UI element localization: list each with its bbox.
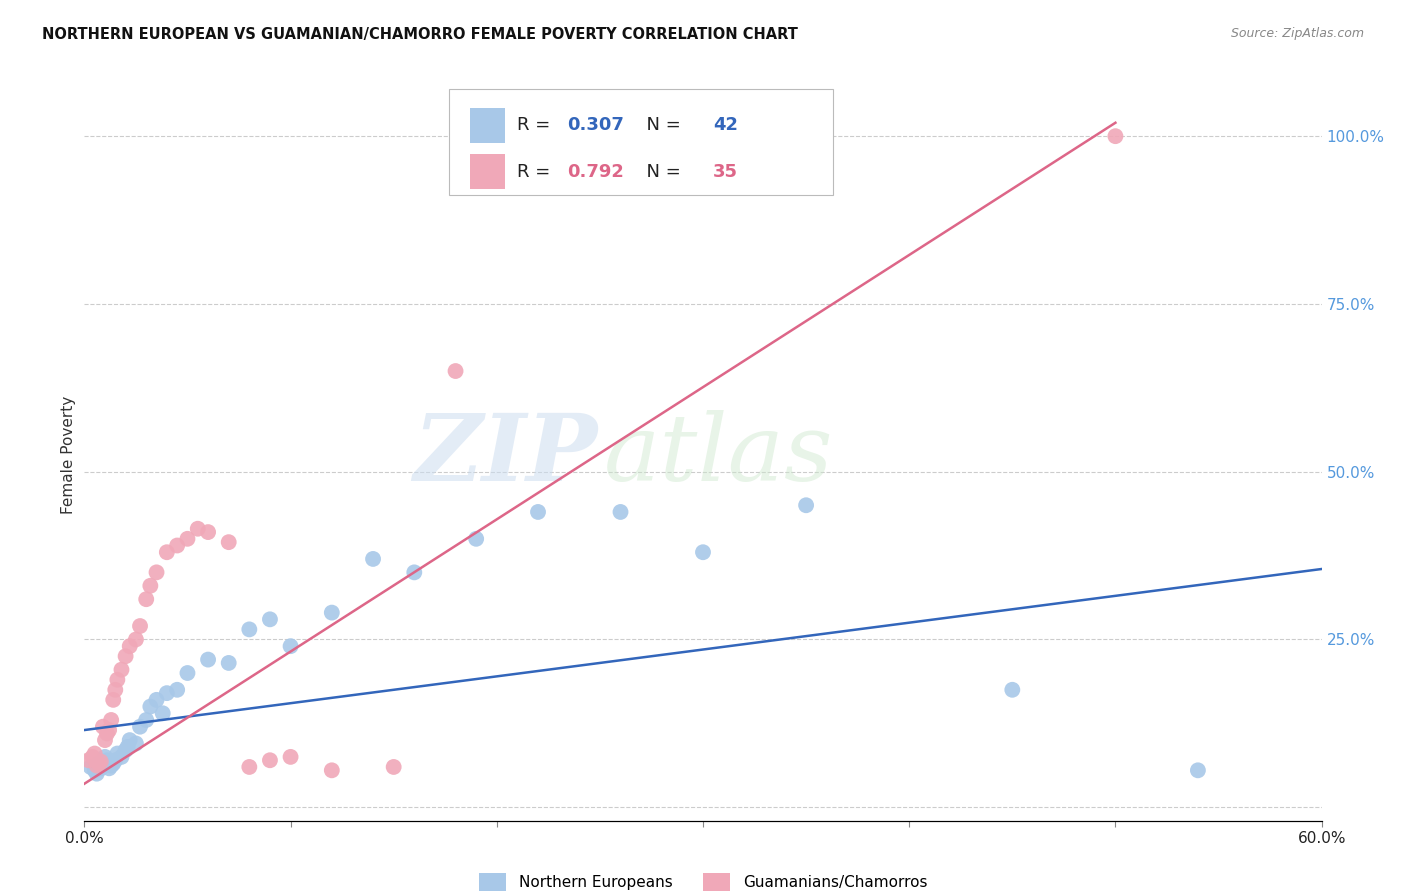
- Point: [103, 756, 125, 771]
- Point: [98, 761, 121, 775]
- Point: [94, 750, 117, 764]
- Point: [114, 743, 136, 757]
- Point: [1104, 129, 1126, 144]
- Point: [465, 532, 488, 546]
- Legend: Northern Europeans, Guamanians/Chamorros: Northern Europeans, Guamanians/Chamorros: [472, 867, 934, 892]
- Point: [692, 545, 714, 559]
- Text: 0.792: 0.792: [567, 163, 624, 181]
- Point: [86, 758, 108, 772]
- Y-axis label: Female Poverty: Female Poverty: [60, 396, 76, 514]
- Point: [90, 761, 112, 775]
- Point: [86, 766, 108, 780]
- Point: [139, 579, 162, 593]
- Text: R =: R =: [517, 117, 557, 135]
- Point: [83, 747, 105, 761]
- Text: N =: N =: [636, 117, 686, 135]
- Point: [361, 552, 384, 566]
- Point: [238, 760, 260, 774]
- Point: [96, 753, 118, 767]
- Point: [94, 755, 117, 769]
- Point: [105, 747, 128, 761]
- Text: NORTHERN EUROPEAN VS GUAMANIAN/CHAMORRO FEMALE POVERTY CORRELATION CHART: NORTHERN EUROPEAN VS GUAMANIAN/CHAMORRO …: [42, 27, 799, 42]
- Text: R =: R =: [517, 163, 557, 181]
- Point: [1187, 764, 1209, 778]
- Point: [129, 619, 152, 633]
- Point: [98, 723, 121, 737]
- Point: [156, 545, 179, 559]
- FancyBboxPatch shape: [450, 89, 832, 195]
- Bar: [471, 154, 505, 189]
- Point: [83, 764, 105, 778]
- Point: [125, 632, 148, 647]
- Point: [176, 665, 198, 680]
- Point: [90, 755, 112, 769]
- Point: [145, 566, 167, 580]
- Point: [404, 566, 426, 580]
- Point: [794, 498, 817, 512]
- Point: [145, 693, 167, 707]
- Point: [135, 592, 157, 607]
- Point: [259, 612, 281, 626]
- Point: [110, 663, 132, 677]
- Point: [87, 756, 110, 771]
- Point: [105, 673, 128, 687]
- Point: [280, 750, 302, 764]
- Point: [100, 713, 122, 727]
- Point: [129, 720, 152, 734]
- Point: [218, 535, 240, 549]
- Point: [91, 758, 114, 772]
- Point: [382, 760, 405, 774]
- Text: 0.307: 0.307: [567, 117, 624, 135]
- Point: [166, 682, 188, 697]
- Point: [82, 750, 104, 764]
- Point: [197, 652, 219, 666]
- Point: [79, 760, 101, 774]
- Point: [117, 739, 139, 754]
- Point: [197, 525, 219, 540]
- Point: [91, 720, 114, 734]
- Point: [187, 522, 209, 536]
- Point: [110, 750, 132, 764]
- Point: [125, 736, 148, 750]
- Point: [152, 706, 174, 721]
- Point: [444, 364, 467, 378]
- Text: 35: 35: [713, 163, 738, 181]
- Point: [218, 656, 240, 670]
- Point: [114, 649, 136, 664]
- Point: [280, 639, 302, 653]
- Point: [118, 639, 141, 653]
- Point: [238, 623, 260, 637]
- Point: [103, 693, 125, 707]
- Point: [104, 753, 127, 767]
- Bar: [471, 108, 505, 143]
- Point: [259, 753, 281, 767]
- Point: [94, 733, 117, 747]
- Point: [321, 606, 343, 620]
- Point: [100, 758, 122, 772]
- Point: [139, 699, 162, 714]
- Point: [527, 505, 550, 519]
- Point: [321, 764, 343, 778]
- Text: Source: ZipAtlas.com: Source: ZipAtlas.com: [1230, 27, 1364, 40]
- Text: 42: 42: [713, 117, 738, 135]
- Point: [118, 733, 141, 747]
- Text: ZIP: ZIP: [413, 410, 598, 500]
- Point: [104, 682, 127, 697]
- Text: atlas: atlas: [605, 410, 834, 500]
- Point: [135, 713, 157, 727]
- Point: [166, 539, 188, 553]
- Point: [176, 532, 198, 546]
- Point: [609, 505, 631, 519]
- Point: [96, 726, 118, 740]
- Point: [77, 753, 100, 767]
- Text: N =: N =: [636, 163, 686, 181]
- Point: [87, 756, 110, 771]
- Point: [156, 686, 179, 700]
- Point: [1001, 682, 1024, 697]
